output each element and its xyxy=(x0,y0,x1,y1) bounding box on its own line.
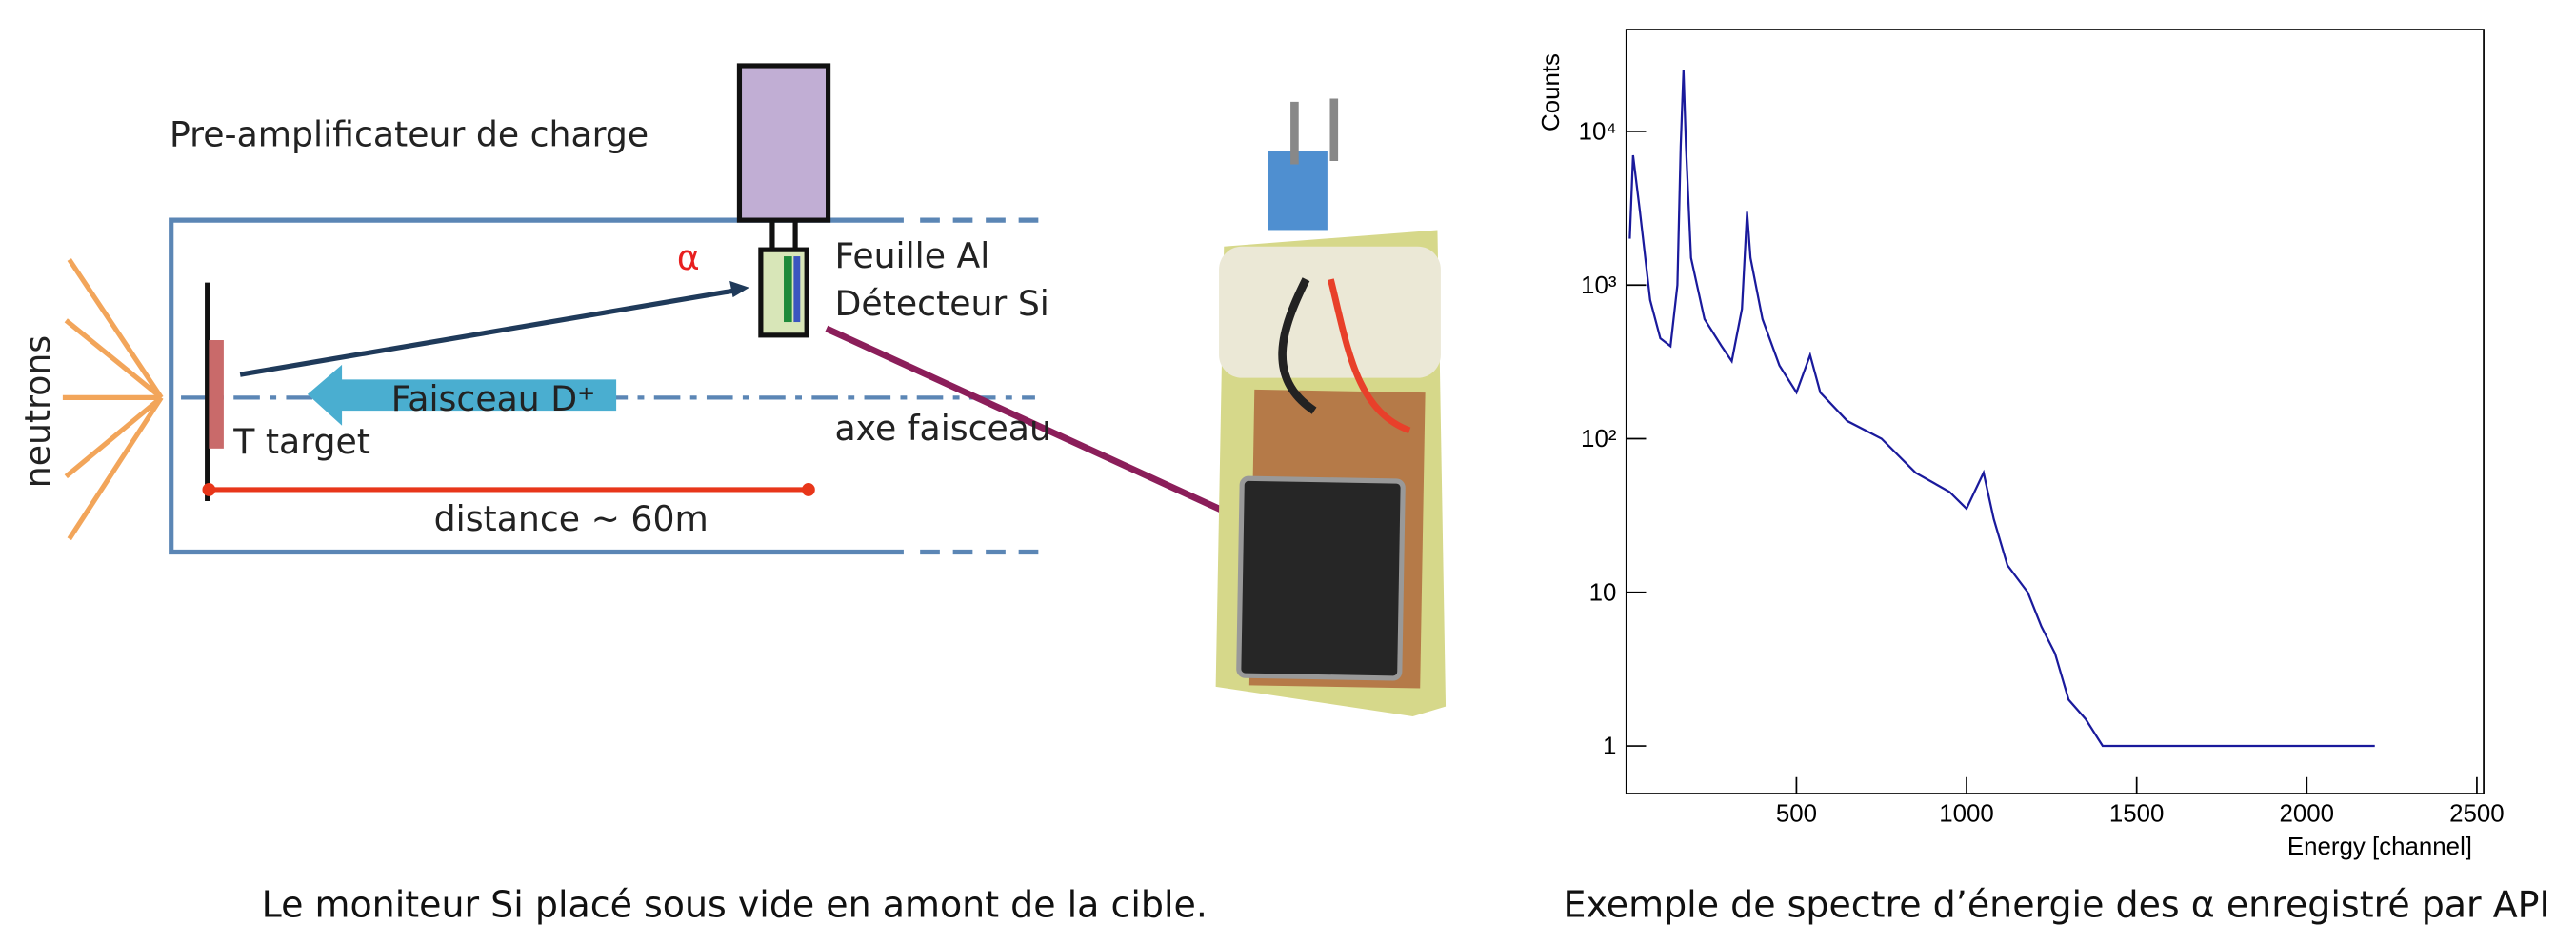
x-tick-label: 1500 xyxy=(2109,800,2165,827)
label: Détecteur Si xyxy=(834,283,1048,324)
label: neutrons xyxy=(17,335,58,488)
tube xyxy=(169,217,1052,555)
foil xyxy=(793,256,801,323)
detector-photo xyxy=(1215,98,1447,716)
plot-frame xyxy=(1625,29,2485,794)
label: axe faisceau xyxy=(834,408,1050,449)
y-tick-label: 1 xyxy=(1603,734,1616,760)
y-axis-label: Counts xyxy=(1538,53,1565,131)
caption: Exemple de spectre d’énergie des α enreg… xyxy=(1564,883,2550,925)
alpha-path xyxy=(239,286,744,377)
label: Feuille Al xyxy=(834,235,989,276)
x-tick-label: 500 xyxy=(1776,800,1817,827)
label: α xyxy=(677,237,700,278)
x-tick-label: 2500 xyxy=(2449,800,2505,827)
dot xyxy=(801,483,815,496)
x-tick-label: 2000 xyxy=(2280,800,2335,827)
y-tick-label: 10² xyxy=(1581,426,1617,452)
neutron-arrows xyxy=(62,258,164,541)
y-tick-label: 10⁴ xyxy=(1579,119,1617,146)
si xyxy=(784,256,792,323)
label: Pre-amplificateur de charge xyxy=(170,113,649,154)
preamp xyxy=(736,63,831,223)
label: Faisceau D⁺ xyxy=(391,378,595,419)
x-axis-label: Energy [channel] xyxy=(2287,834,2472,860)
label: distance ~ 60m xyxy=(434,498,709,539)
y-tick-label: 10³ xyxy=(1581,272,1617,299)
dot xyxy=(202,483,216,496)
caption: Le moniteur Si placé sous vide en amont … xyxy=(262,883,1208,925)
x-tick-label: 1000 xyxy=(1939,800,1994,827)
label: T target xyxy=(232,421,370,462)
arrowhead xyxy=(729,280,749,298)
y-tick-label: 10 xyxy=(1589,579,1617,606)
beam-arrow xyxy=(307,364,617,426)
target xyxy=(209,340,224,449)
spectrum-line xyxy=(1628,70,2375,748)
